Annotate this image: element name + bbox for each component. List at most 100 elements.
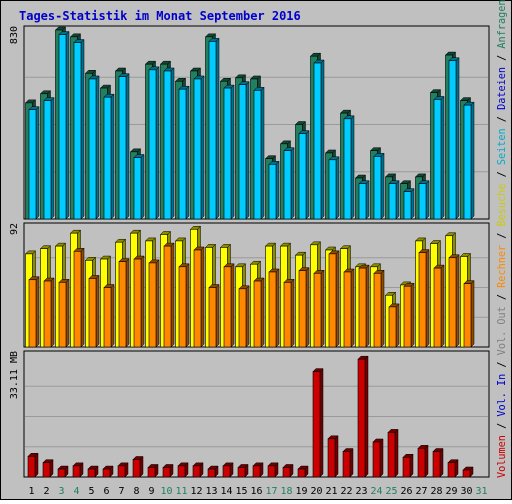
bar-front xyxy=(223,266,232,348)
bar-rechner-day-30 xyxy=(463,280,475,348)
bar-front xyxy=(207,468,216,478)
bar-side xyxy=(95,274,100,348)
bar-rechner-day-1 xyxy=(28,276,40,348)
x-tick-label: 10 xyxy=(160,486,172,497)
bar-volumen-day-26 xyxy=(402,453,414,478)
bar-side xyxy=(245,81,250,220)
bar-dateien-day-13 xyxy=(208,37,220,220)
legend-part: Vol. In xyxy=(497,374,508,417)
bar-side xyxy=(409,453,414,478)
legend-part: / xyxy=(497,288,508,306)
legend-part: Seiten xyxy=(497,128,508,165)
bar-side xyxy=(290,147,295,220)
bar-side xyxy=(394,428,399,478)
bar-dateien-day-29 xyxy=(448,57,460,220)
x-tick-label: 27 xyxy=(415,486,427,497)
side-legend: Volumen / Vol. In / Vol. Out / Rechner /… xyxy=(497,0,508,478)
bar-front xyxy=(57,468,66,478)
bar-dateien-day-8 xyxy=(133,153,145,220)
x-tick-label: 12 xyxy=(190,486,202,497)
bar-rechner-day-4 xyxy=(73,247,85,348)
bar-front xyxy=(58,34,67,220)
bar-front xyxy=(148,69,157,220)
bar-rechner-day-15 xyxy=(238,285,250,348)
bar-front xyxy=(222,465,231,478)
bar-dateien-day-17 xyxy=(268,160,280,220)
bar-front xyxy=(327,438,336,478)
bar-volumen-day-9 xyxy=(147,463,159,478)
bar-front xyxy=(208,41,217,220)
bar-rechner-day-19 xyxy=(298,267,310,348)
bar-front xyxy=(433,267,442,348)
bar-side xyxy=(440,95,445,220)
bar-side xyxy=(35,276,40,348)
bar-volumen-day-12 xyxy=(192,462,204,478)
bar-rechner-day-24 xyxy=(373,269,385,348)
bar-front xyxy=(193,78,202,220)
bar-side xyxy=(364,355,369,478)
bar-volumen-day-25 xyxy=(387,428,399,478)
bar-side xyxy=(155,66,160,220)
bar-front xyxy=(162,467,171,478)
legend-part: Vol. Out xyxy=(497,306,508,355)
bar-front xyxy=(133,258,142,348)
bar-volumen-day-2 xyxy=(42,459,54,478)
x-tick-label: 13 xyxy=(205,486,217,497)
bar-side xyxy=(395,303,400,348)
bar-dateien-day-6 xyxy=(103,93,115,220)
bar-volumen-day-20 xyxy=(312,367,324,478)
legend-part: Dateien xyxy=(497,67,508,110)
bar-front xyxy=(403,191,412,220)
bar-side xyxy=(230,84,235,220)
bar-front xyxy=(163,245,172,348)
bar-front xyxy=(417,448,426,478)
x-tick-label: 26 xyxy=(400,486,412,497)
bar-side xyxy=(35,106,40,220)
bar-dateien-day-22 xyxy=(343,115,355,220)
bar-front xyxy=(312,371,321,478)
bar-volumen-day-27 xyxy=(417,444,429,478)
x-tick-label: 6 xyxy=(103,486,109,497)
bar-side xyxy=(290,278,295,348)
legend-part: / xyxy=(497,355,508,373)
bar-front xyxy=(133,157,142,220)
bar-side xyxy=(380,152,385,220)
bar-volumen-day-30 xyxy=(462,466,474,478)
bar-volumen-day-15 xyxy=(237,463,249,478)
legend-part: / xyxy=(497,110,508,128)
bar-front xyxy=(237,467,246,478)
x-tick-label: 14 xyxy=(220,486,232,497)
bar-side xyxy=(365,180,370,220)
bar-side xyxy=(140,153,145,220)
bar-side xyxy=(350,115,355,220)
bar-volumen-day-4 xyxy=(72,462,84,478)
chart-title: Tages-Statistik im Monat September 2016 xyxy=(19,9,301,23)
bar-volumen-day-1 xyxy=(27,452,39,478)
bar-side xyxy=(215,37,220,220)
panel-anfragen-dateien: 830 xyxy=(9,25,490,220)
bar-side xyxy=(260,277,265,348)
bar-front xyxy=(462,469,471,478)
bar-side xyxy=(455,254,460,348)
bar-front xyxy=(192,465,201,478)
bar-side xyxy=(410,188,415,220)
panel-besuche-rechner: 92 xyxy=(9,222,490,348)
bar-volumen-day-6 xyxy=(102,465,114,478)
bar-front xyxy=(117,465,126,478)
bar-front xyxy=(328,159,337,220)
bar-volumen-day-18 xyxy=(282,463,294,478)
bar-rechner-day-12 xyxy=(193,246,205,348)
legend-part: Rechner xyxy=(497,245,508,288)
x-tick-label: 1 xyxy=(28,486,34,497)
legend-part: Besuche xyxy=(497,184,508,227)
bar-volumen-day-10 xyxy=(162,463,174,478)
bar-rechner-day-23 xyxy=(358,264,370,348)
bar-side xyxy=(80,247,85,348)
bar-front xyxy=(328,253,337,348)
bar-rechner-day-28 xyxy=(433,264,445,348)
bar-volumen-day-11 xyxy=(177,462,189,478)
bar-front xyxy=(418,183,427,220)
bar-dateien-day-21 xyxy=(328,156,340,220)
bar-rechner-day-22 xyxy=(343,268,355,348)
